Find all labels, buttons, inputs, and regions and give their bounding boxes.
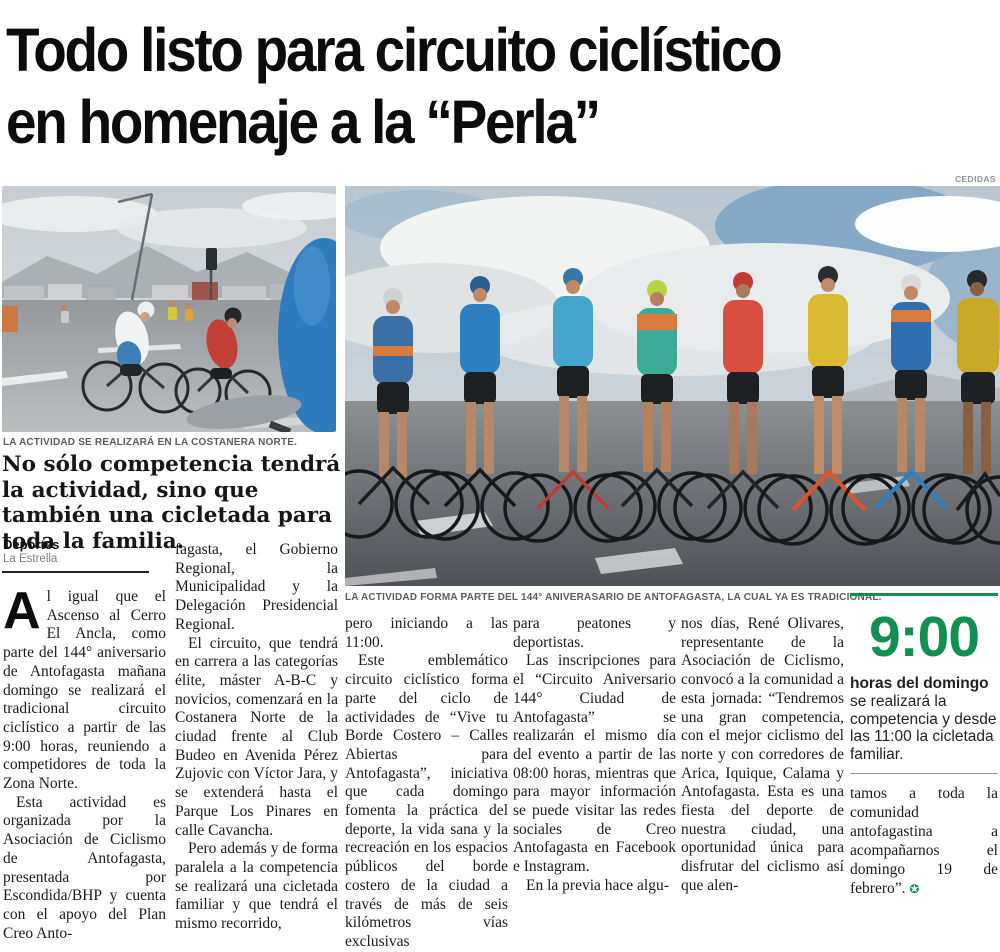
fact-box-top-rule <box>850 593 998 596</box>
photo-credit: CEDIDAS <box>954 174 996 184</box>
article-column-3: pero iniciando a las 11:00. Este emblemá… <box>345 615 508 952</box>
newspaper-page: { "headline": { "line1": "Todo listo par… <box>2 14 1000 950</box>
standfirst: No sólo competencia tendrá la actividad,… <box>2 452 341 554</box>
paragraph-text: l igual que el Ascenso al Cerro El Ancla… <box>3 588 166 793</box>
drop-cap: A <box>3 582 41 640</box>
article-continuation: tamos a toda la comunidad antofagastina … <box>850 784 998 899</box>
paragraph: En la previa hace algu- <box>526 876 669 894</box>
paragraph: nos días, René Olivares, representante d… <box>681 615 844 894</box>
publication-label: La Estrella <box>3 553 58 565</box>
section-label: Deportes <box>3 537 60 552</box>
paragraph: Esta actividad es organizada por la Asoc… <box>3 793 166 942</box>
article-end-mark-icon: ✪ <box>909 881 920 896</box>
left-photo-illustration <box>2 186 336 432</box>
paragraph: para peatones y deportistas. <box>513 615 676 651</box>
paragraph: Pero además y de forma paralela a la com… <box>175 840 338 933</box>
fact-box: 9:00 horas del domingo se realizará la c… <box>850 593 998 899</box>
paragraph: pero iniciando a las 11:00. <box>345 615 508 651</box>
left-photo <box>2 186 336 432</box>
fact-box-lead-bold: horas del domingo <box>850 675 989 692</box>
article-column-2: fagasta, el Gobierno Regional, la Munici… <box>175 541 338 934</box>
article-column-5: nos días, René Olivares, representante d… <box>681 615 844 896</box>
left-photo-caption: LA ACTIVIDAD SE REALIZARÁ EN LA COSTANER… <box>3 437 298 448</box>
headline-line-1: Todo listo para circuito ciclístico <box>6 16 783 84</box>
headline: Todo listo para circuito ciclístico en h… <box>6 14 996 158</box>
main-photo <box>345 186 1000 586</box>
fact-box-lead: horas del domingo se realizará la compet… <box>850 675 998 764</box>
paragraph: fagasta, el Gobierno Regional, la Munici… <box>175 541 338 633</box>
paragraph: Este emblemático circuito ciclístico for… <box>345 652 508 950</box>
main-photo-caption: LA ACTIVIDAD FORMA PARTE DEL 144° ANIVER… <box>345 592 882 603</box>
main-photo-illustration <box>345 186 1000 586</box>
start-time-figure: 9:00 <box>868 605 980 669</box>
byline-divider <box>2 571 149 573</box>
continuation-text: tamos a toda la comunidad antofagastina … <box>850 784 998 897</box>
fact-box-divider <box>850 772 998 774</box>
headline-line-2: en homenaje a la “Perla” <box>6 88 601 156</box>
paragraph: Las inscripciones para el “Circuito Aniv… <box>513 652 676 876</box>
paragraph: El circuito, que tendrá en carrera a las… <box>175 634 338 839</box>
article-column-4: para peatones y deportistas. Las inscrip… <box>513 615 676 896</box>
fact-box-lead-rest: se realizará la competencia y desde las … <box>850 692 997 764</box>
